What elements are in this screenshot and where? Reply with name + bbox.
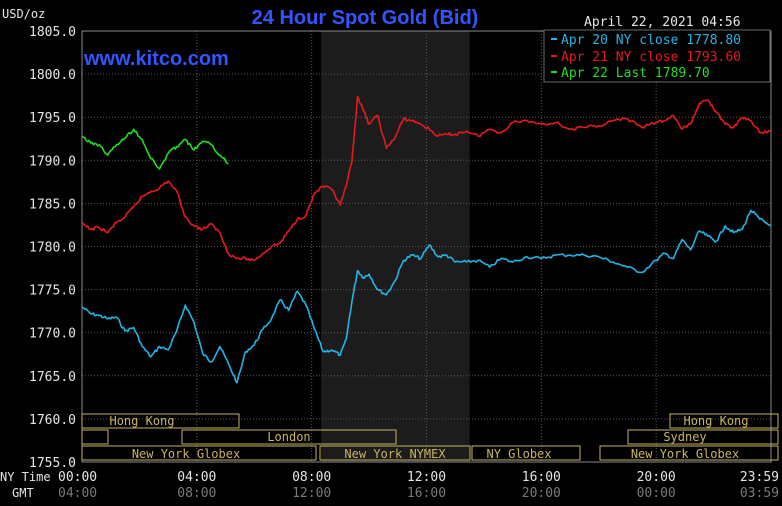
watermark-url: www.kitco.com: [83, 48, 229, 70]
session-box-ny-globex-right: [599, 445, 779, 461]
gmt-row-label: GMT: [12, 486, 34, 500]
x-tick-label-ny: 20:00: [637, 470, 676, 485]
x-tick-label-ny: 04:00: [177, 470, 216, 485]
plot-frame: [81, 30, 772, 463]
x-tick-label-gmt: 03:59: [740, 486, 779, 501]
legend-entry-apr22: Apr 22 Last 1789.70: [561, 66, 710, 81]
session-box-hong-kong-right: [669, 413, 779, 429]
session-label-hong-kong-right: Hong Kong: [683, 414, 748, 428]
chart-title: 24 Hour Spot Gold (Bid): [252, 7, 479, 29]
y-tick-label: 1765.0: [29, 370, 76, 385]
legend: Apr 20 NY close 1778.80 Apr 21 NY close …: [543, 29, 771, 83]
session-box-sydney: [627, 429, 779, 445]
session-label-ny-globex-mid: NY Globex: [486, 447, 551, 461]
x-axis-ticks: 00:00 04:00 08:00 12:00 16:00 20:00 23:5904:00…: [58, 470, 779, 501]
x-tick-label-ny: 08:00: [292, 470, 331, 485]
y-tick-label: 1775.0: [29, 284, 76, 299]
x-tick-label-gmt: 12:00: [292, 486, 331, 501]
session-label-london: London: [267, 430, 310, 444]
x-tick-label-ny: 00:00: [58, 470, 97, 485]
x-tick-label-gmt: 20:00: [522, 486, 561, 501]
x-tick-label-ny: 23:59: [740, 470, 779, 485]
y-tick-label: 1770.0: [29, 327, 76, 342]
session-box-london: [181, 429, 397, 445]
y-tick-label: 1755.0: [29, 456, 76, 471]
series-line-apr21: [81, 95, 771, 262]
y-tick-label: 1760.0: [29, 413, 76, 428]
nymex-session-shade: [321, 31, 470, 462]
y-tick-label: 1805.0: [29, 25, 76, 40]
session-box-ny-globex-mid: [471, 445, 581, 461]
session-label-hong-kong-left: Hong Kong: [109, 414, 174, 428]
session-box-london-left: [81, 429, 109, 445]
y-tick-label: 1790.0: [29, 154, 76, 169]
y-axis-ticks: 1805.0 1800.0 1795.0 1790.0 1785.0 1780.0 1775…: [29, 25, 76, 471]
y-tick-label: 1785.0: [29, 197, 76, 212]
session-box-ny-globex-left: [81, 445, 317, 461]
price-series: [81, 95, 772, 384]
timestamp: April 22, 2021 04:56: [584, 15, 741, 30]
legend-box: [543, 29, 771, 83]
session-label-ny-globex-left: New York Globex: [132, 447, 240, 461]
y-tick-label: 1800.0: [29, 68, 76, 83]
series-line-apr22: [81, 128, 229, 170]
series-line-apr20: [81, 209, 772, 384]
session-box-ny-nymex: [319, 445, 471, 461]
session-box-hong-kong-left: [81, 413, 240, 429]
session-label-ny-globex-right: New York Globex: [631, 447, 739, 461]
y-unit-label: USD/oz: [2, 7, 45, 21]
trading-sessions: Hong Kong London New York Globex New Yor…: [81, 413, 779, 461]
session-label-sydney: Sydney: [663, 430, 706, 444]
x-tick-label-gmt: 04:00: [58, 486, 97, 501]
x-tick-label-ny: 16:00: [522, 470, 561, 485]
legend-entry-apr20: Apr 20 NY close 1778.80: [561, 33, 741, 48]
x-tick-label-gmt: 00:00: [637, 486, 676, 501]
y-tick-label: 1780.0: [29, 241, 76, 256]
session-label-ny-nymex: New York NYMEX: [344, 447, 446, 461]
x-tick-label-gmt: 08:00: [177, 486, 216, 501]
x-tick-label-ny: 12:00: [407, 470, 446, 485]
ny-time-row-label: NY Time: [0, 470, 51, 484]
x-tick-label-gmt: 16:00: [407, 486, 446, 501]
y-tick-label: 1795.0: [29, 111, 76, 126]
legend-entry-apr21: Apr 21 NY close 1793.60: [561, 50, 741, 65]
